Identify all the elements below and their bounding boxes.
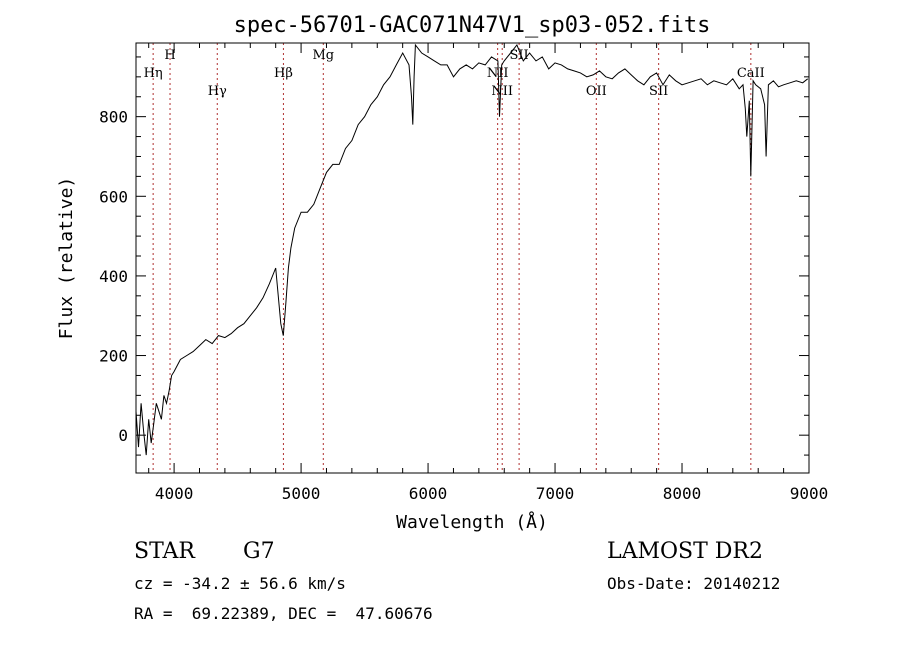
x-axis-label: Wavelength (Å) xyxy=(396,511,548,533)
x-tick-label: 9000 xyxy=(790,484,829,503)
y-tick-label: 0 xyxy=(118,426,128,445)
y-axis-label: Flux (relative) xyxy=(56,177,77,340)
spectral-line-label: Mg xyxy=(312,48,334,63)
spectrum-line xyxy=(135,43,809,456)
spectral-line-label: NII xyxy=(487,66,509,81)
x-tick-label: 4000 xyxy=(155,484,194,503)
axes: 4000 5000 6000 7000 8000 9000 0 200 400 600 800 xyxy=(99,43,828,503)
object-class: STAR xyxy=(134,539,195,564)
spectrum-series xyxy=(135,43,809,456)
y-tick-label: 800 xyxy=(99,108,128,127)
coordinates-readout: RA = 69.22389, DEC = 47.60676 xyxy=(134,604,433,623)
x-tick-label: 5000 xyxy=(282,484,321,503)
redshift-readout: cz = -34.2 ± 56.6 km/s xyxy=(134,574,346,593)
y-tick-label: 400 xyxy=(99,267,128,286)
spectral-line-label: Hβ xyxy=(274,66,293,81)
spectral-line-label: Hγ xyxy=(208,84,227,99)
x-tick-label: 8000 xyxy=(663,484,702,503)
spectral-line-label: SII xyxy=(649,84,668,99)
object-subclass: G7 xyxy=(243,539,275,564)
y-tick-label: 600 xyxy=(99,187,128,206)
spectral-line-label: H xyxy=(164,48,175,63)
x-tick-label: 6000 xyxy=(409,484,448,503)
x-tick-label: 7000 xyxy=(536,484,575,503)
spectral-line-label: SII xyxy=(510,48,529,63)
survey-label: LAMOST DR2 xyxy=(607,539,763,564)
obs-date: Obs-Date: 20140212 xyxy=(607,574,781,593)
spectral-line-label: CaII xyxy=(737,66,765,81)
spectral-line-label: NII xyxy=(491,84,513,99)
chart-title: spec-56701-GAC071N47V1_sp03-052.fits xyxy=(234,13,711,38)
y-tick-label: 200 xyxy=(99,347,128,366)
spectral-line-label: Hη xyxy=(144,66,163,81)
spectral-line-label: OII xyxy=(586,84,607,99)
plot-frame xyxy=(135,42,810,474)
